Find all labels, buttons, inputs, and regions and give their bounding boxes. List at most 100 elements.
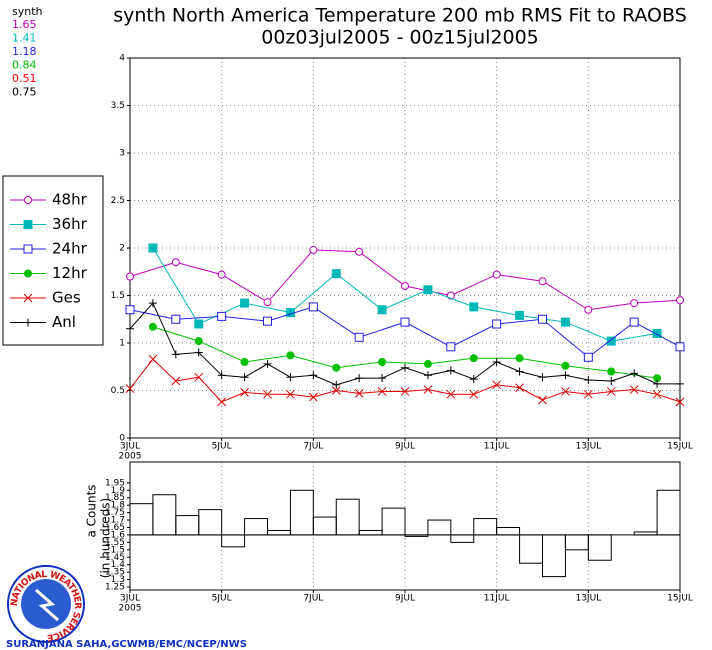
y-tick-label: 1.5 bbox=[111, 545, 125, 555]
legend-label: Ges bbox=[52, 289, 81, 307]
x-tick-label: 9JUL bbox=[395, 594, 415, 604]
marker bbox=[126, 272, 134, 281]
marker bbox=[194, 319, 204, 329]
legend-marker bbox=[24, 269, 32, 278]
y-tick-label: 1.45 bbox=[105, 553, 125, 563]
marker bbox=[308, 392, 318, 402]
marker bbox=[492, 358, 501, 366]
marker bbox=[286, 389, 295, 399]
marker bbox=[355, 374, 364, 383]
stats-title: synth bbox=[12, 5, 43, 18]
marker bbox=[607, 367, 616, 376]
chart-title: synth North America Temperature 200 mb R… bbox=[113, 5, 687, 27]
marker bbox=[194, 348, 203, 357]
y-tick-label: 1.6 bbox=[111, 530, 126, 540]
marker bbox=[309, 371, 318, 380]
bar bbox=[450, 534, 475, 543]
bar bbox=[381, 507, 406, 536]
bar bbox=[564, 534, 589, 551]
bar bbox=[221, 534, 246, 548]
marker bbox=[263, 359, 272, 368]
y-tick-label: 1.4 bbox=[111, 560, 126, 570]
marker bbox=[378, 374, 387, 383]
legend-marker bbox=[24, 196, 32, 204]
bar bbox=[129, 503, 154, 536]
x-tick-label: 5JUL bbox=[212, 594, 232, 604]
series-line bbox=[152, 247, 658, 342]
y-tick-label: 1.5 bbox=[111, 291, 125, 301]
y-tick-label: 1.7 bbox=[111, 516, 125, 526]
x-tick-label: 3JUL bbox=[120, 442, 140, 452]
marker bbox=[148, 322, 157, 331]
y-tick-label: 3 bbox=[119, 149, 125, 159]
legend-box bbox=[2, 175, 104, 346]
marker bbox=[583, 389, 593, 399]
marker bbox=[676, 379, 684, 388]
y-tick-label: 2.5 bbox=[111, 196, 125, 206]
legend-label: Anl bbox=[52, 313, 76, 331]
marker bbox=[676, 296, 684, 305]
marker bbox=[125, 305, 135, 315]
marker bbox=[492, 270, 501, 279]
marker bbox=[561, 387, 570, 396]
marker bbox=[538, 373, 547, 382]
stat-value: 0.75 bbox=[12, 86, 37, 99]
y-axis-label: (in hundreds) bbox=[99, 498, 113, 578]
marker bbox=[148, 243, 158, 253]
marker bbox=[515, 367, 524, 376]
marker bbox=[400, 317, 410, 327]
marker bbox=[675, 342, 685, 352]
marker bbox=[400, 387, 410, 396]
series-line bbox=[129, 302, 680, 386]
chart-subtitle: 00z03jul2005 - 00z15jul2005 bbox=[261, 27, 539, 49]
marker bbox=[354, 332, 364, 342]
marker bbox=[423, 285, 433, 295]
marker bbox=[126, 324, 134, 333]
marker bbox=[515, 354, 524, 363]
marker bbox=[653, 379, 662, 388]
marker bbox=[171, 314, 181, 324]
marker bbox=[560, 317, 570, 327]
marker bbox=[606, 336, 616, 346]
stat-value: 1.65 bbox=[12, 18, 37, 31]
bar bbox=[358, 529, 383, 536]
bar bbox=[427, 519, 452, 536]
x-tick-label: 9JUL bbox=[395, 442, 415, 452]
marker bbox=[630, 299, 639, 308]
marker bbox=[171, 350, 180, 359]
y-tick-label: 1.8 bbox=[111, 501, 126, 511]
y-tick-label: 3.5 bbox=[111, 101, 125, 111]
y-tick-label: 1.65 bbox=[105, 523, 125, 533]
marker bbox=[171, 376, 181, 386]
marker bbox=[629, 385, 639, 394]
marker bbox=[492, 380, 502, 390]
y-tick-label: 1.35 bbox=[105, 568, 125, 578]
y-tick-label: 4 bbox=[119, 54, 125, 64]
x-year-label: 2005 bbox=[119, 452, 142, 462]
marker bbox=[446, 366, 455, 375]
bar bbox=[587, 534, 612, 561]
marker bbox=[675, 397, 685, 407]
legend-marker bbox=[24, 318, 32, 327]
marker bbox=[538, 314, 547, 324]
credit: SURANJANA SAHA,GCWMB/EMC/NCEP/NWS bbox=[6, 639, 247, 650]
marker bbox=[194, 372, 204, 382]
marker bbox=[469, 375, 478, 384]
marker bbox=[561, 361, 570, 370]
x-tick-label: 7JUL bbox=[303, 442, 323, 452]
stat-value: 1.41 bbox=[12, 32, 37, 45]
x-tick-label: 13JUL bbox=[575, 442, 601, 452]
y-tick-label: 0 bbox=[119, 434, 125, 444]
bar bbox=[656, 489, 681, 536]
marker bbox=[240, 298, 250, 308]
series-line bbox=[152, 326, 658, 379]
y-tick-label: 1.55 bbox=[105, 538, 125, 548]
marker bbox=[263, 298, 272, 307]
marker bbox=[286, 351, 295, 360]
marker bbox=[652, 389, 662, 399]
legend-label: 36hr bbox=[52, 215, 88, 233]
x-tick-label: 7JUL bbox=[303, 594, 323, 604]
x-tick-label: 3JUL bbox=[120, 594, 140, 604]
marker bbox=[240, 358, 249, 366]
